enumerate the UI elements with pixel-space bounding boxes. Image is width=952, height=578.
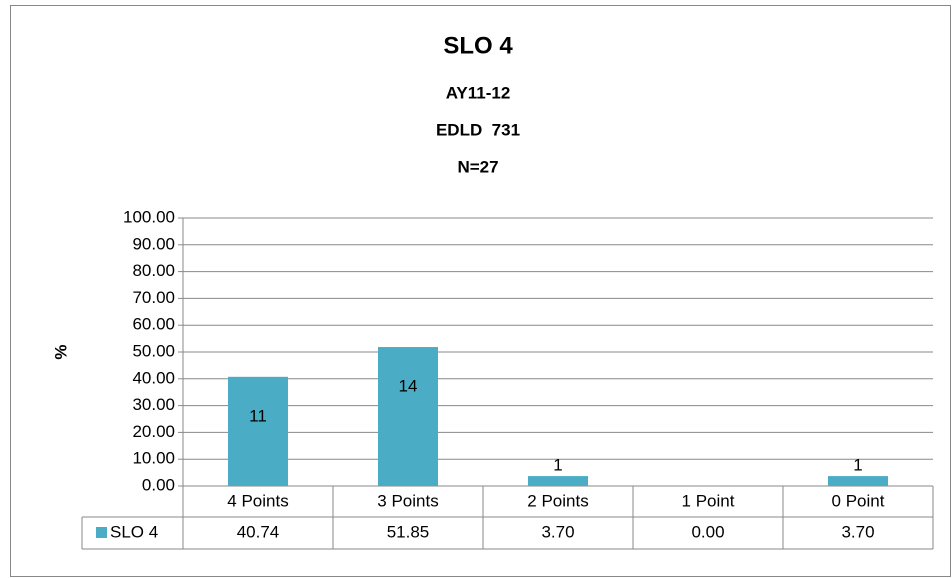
table-value: 40.74 xyxy=(237,522,280,541)
y-tick-label: 40.00 xyxy=(132,368,175,387)
x-tick-label: 1 Point xyxy=(682,491,735,510)
y-tick-label: 0.00 xyxy=(142,475,175,494)
y-tick-label: 90.00 xyxy=(132,234,175,253)
x-tick-label: 3 Points xyxy=(377,491,438,510)
bar xyxy=(228,376,288,486)
legend-label: SLO 4 xyxy=(110,522,158,541)
chart-subtitle: N=27 xyxy=(457,157,498,176)
x-tick-label: 4 Points xyxy=(227,491,288,510)
y-tick-label: 80.00 xyxy=(132,261,175,280)
table-value: 3.70 xyxy=(541,522,574,541)
y-axis-label: % xyxy=(51,344,70,359)
table-value: 51.85 xyxy=(387,522,430,541)
chart-border xyxy=(10,5,951,577)
x-tick-label: 0 Point xyxy=(832,491,885,510)
y-tick-label: 20.00 xyxy=(132,422,175,441)
data-label: 11 xyxy=(249,406,267,425)
chart-subtitle: EDLD 731 xyxy=(436,120,520,139)
x-tick-label: 2 Points xyxy=(527,491,588,510)
y-tick-label: 10.00 xyxy=(132,449,175,468)
y-tick-label: 30.00 xyxy=(132,395,175,414)
data-label: 14 xyxy=(399,377,418,396)
bar xyxy=(528,476,588,486)
chart-title: SLO 4 xyxy=(443,32,513,59)
data-label: 1 xyxy=(853,456,862,475)
y-tick-label: 70.00 xyxy=(132,288,175,307)
table-value: 0.00 xyxy=(691,522,724,541)
y-tick-label: 60.00 xyxy=(132,315,175,334)
legend-swatch xyxy=(96,527,107,538)
bar xyxy=(828,476,888,486)
y-tick-label: 100.00 xyxy=(123,207,175,226)
y-tick-label: 50.00 xyxy=(132,341,175,360)
bar xyxy=(378,347,438,486)
table-value: 3.70 xyxy=(841,522,874,541)
data-label: 1 xyxy=(553,456,562,475)
chart-subtitle: AY11-12 xyxy=(446,83,511,102)
